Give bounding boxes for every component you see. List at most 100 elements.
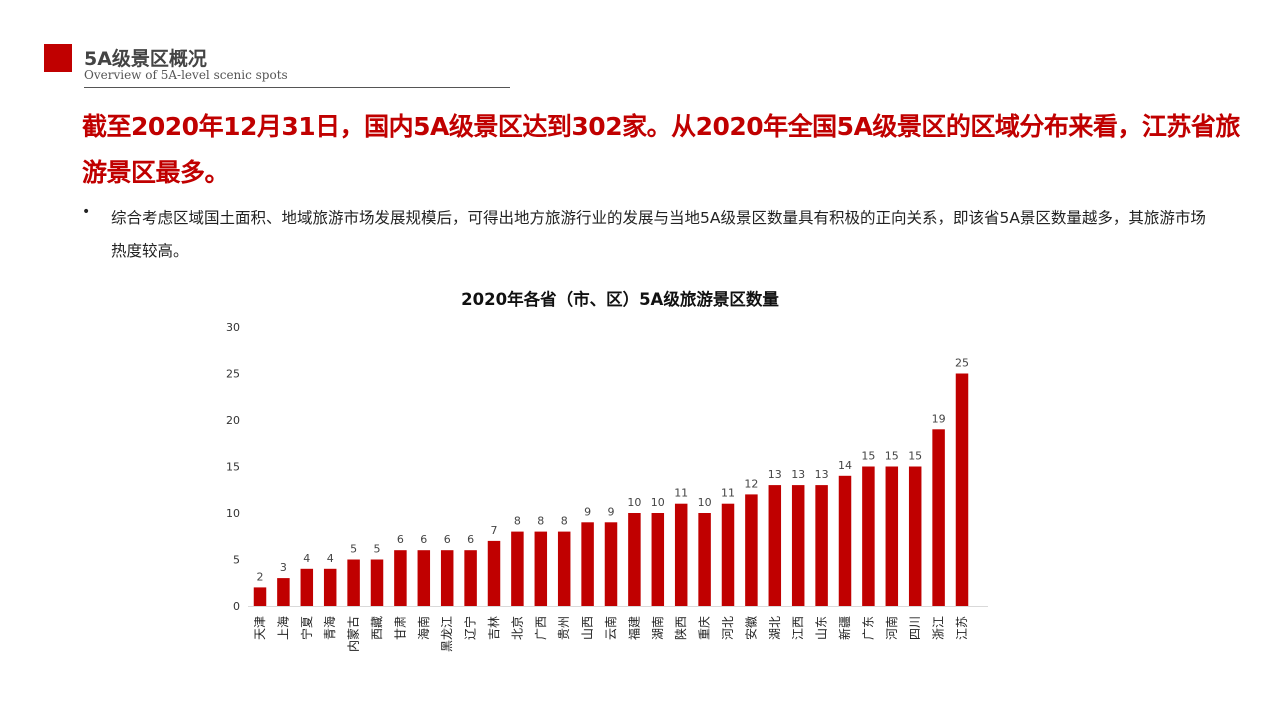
bar	[464, 550, 477, 606]
data-label: 2	[257, 570, 264, 583]
section-subtitle: Overview of 5A-level scenic spots	[84, 68, 288, 82]
x-tick-label: 四川	[908, 616, 922, 640]
data-label: 8	[537, 515, 544, 528]
x-tick-label: 重庆	[698, 616, 712, 640]
bar	[581, 522, 594, 606]
x-tick-label: 吉林	[487, 616, 501, 640]
data-label: 19	[932, 412, 946, 425]
headline: 截至2020年12月31日，国内5A级景区达到302家。从2020年全国5A级景…	[82, 112, 1240, 187]
bar	[394, 550, 407, 606]
data-label: 13	[815, 468, 829, 481]
data-label: 9	[608, 505, 615, 518]
x-tick-label: 江西	[791, 616, 805, 640]
y-tick-label: 5	[233, 554, 240, 567]
bar	[487, 540, 501, 606]
bar	[721, 503, 735, 606]
bar	[698, 513, 711, 606]
x-tick-label: 新疆	[837, 616, 852, 640]
data-label: 10	[627, 496, 641, 509]
y-tick-label: 15	[226, 461, 240, 474]
bar	[838, 475, 852, 606]
x-tick-label: 甘肃	[393, 616, 407, 640]
data-label: 10	[698, 496, 712, 509]
x-tick-label: 宁夏	[299, 616, 314, 640]
x-tick-label: 江苏	[955, 616, 969, 640]
x-tick-label: 河南	[884, 616, 899, 640]
x-tick-label: 云南	[603, 616, 618, 640]
data-label: 5	[350, 543, 357, 556]
bar	[253, 587, 267, 606]
x-tick-label: 海南	[416, 616, 431, 640]
x-tick-label: 浙江	[932, 616, 946, 640]
x-tick-label: 辽宁	[463, 616, 478, 640]
section-divider	[84, 87, 510, 88]
x-tick-label: 山东	[815, 616, 829, 640]
bar	[628, 513, 641, 606]
data-label: 15	[885, 450, 899, 463]
data-label: 8	[561, 515, 568, 528]
x-tick-label: 北京	[510, 616, 524, 640]
data-label: 15	[908, 450, 922, 463]
data-label: 6	[420, 533, 427, 546]
y-tick-label: 25	[226, 368, 240, 381]
bar	[534, 531, 548, 606]
bullet-text: 综合考虑区域国土面积、地域旅游市场发展规模后，可得出地方旅游行业的发展与当地5A…	[111, 209, 1206, 260]
bar	[651, 513, 665, 606]
bar	[440, 550, 454, 606]
bar	[862, 466, 875, 606]
x-tick-label: 福建	[626, 616, 641, 640]
x-tick-label: 内蒙古	[346, 616, 361, 652]
x-tick-label: 广东	[861, 616, 875, 640]
chart-title: 2020年各省（市、区）5A级旅游景区数量	[461, 290, 779, 309]
x-tick-label: 广西	[534, 616, 548, 640]
data-label: 4	[327, 552, 334, 565]
data-label: 7	[491, 524, 498, 537]
data-label: 8	[514, 515, 521, 528]
bar	[347, 559, 360, 606]
bar	[417, 550, 431, 606]
x-tick-label: 安徽	[743, 616, 758, 640]
x-tick-label: 河北	[721, 616, 735, 640]
x-tick-label: 西藏	[370, 616, 384, 640]
section-marker	[44, 44, 72, 72]
data-label: 6	[467, 533, 474, 546]
data-label: 6	[397, 533, 404, 546]
bar	[557, 531, 571, 606]
x-tick-label: 上海	[275, 616, 290, 640]
y-tick-label: 10	[226, 507, 240, 520]
data-label: 14	[838, 459, 852, 472]
bar	[604, 522, 618, 606]
x-tick-label: 天津	[253, 616, 267, 640]
x-tick-label: 黑龙江	[440, 616, 454, 652]
y-tick-label: 20	[226, 414, 240, 427]
data-label: 4	[303, 552, 310, 565]
data-label: 12	[744, 477, 758, 490]
data-label: 9	[584, 505, 591, 518]
data-label: 13	[791, 468, 805, 481]
bar	[323, 568, 337, 606]
data-label: 13	[768, 468, 782, 481]
data-label: 11	[674, 487, 688, 500]
bar	[277, 578, 290, 606]
bar	[885, 466, 899, 606]
data-label: 5	[374, 543, 381, 556]
bar	[815, 485, 828, 606]
bar	[511, 531, 524, 606]
data-label: 15	[861, 450, 875, 463]
data-label: 25	[955, 357, 969, 370]
y-tick-label: 30	[226, 321, 240, 334]
x-tick-label: 湖北	[767, 616, 782, 640]
data-label: 3	[280, 561, 287, 574]
section-title: 5A级景区概况	[84, 48, 207, 70]
x-tick-label: 青海	[322, 616, 337, 640]
bar	[674, 503, 688, 606]
data-label: 11	[721, 487, 735, 500]
bar	[768, 485, 782, 606]
bar	[745, 494, 758, 606]
bullet-marker: •	[82, 204, 91, 220]
data-label: 6	[444, 533, 451, 546]
bar	[932, 429, 945, 606]
x-tick-label: 贵州	[557, 616, 571, 640]
x-tick-label: 陕西	[673, 616, 688, 640]
